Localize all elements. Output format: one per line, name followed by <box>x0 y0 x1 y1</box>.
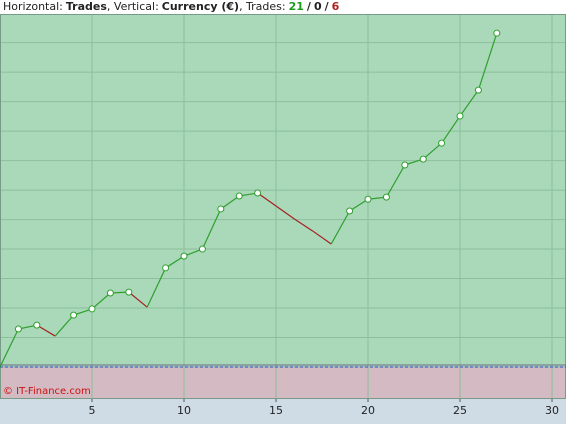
point <box>346 207 354 215</box>
point <box>125 288 133 296</box>
point <box>382 193 390 201</box>
line-segment <box>275 205 295 220</box>
line-segment <box>330 210 351 245</box>
point <box>438 139 446 147</box>
line-segment <box>422 142 443 160</box>
point <box>106 289 114 297</box>
x-tick-label: 25 <box>453 404 467 417</box>
lost-count: 6 <box>331 0 340 13</box>
line-segment <box>91 292 111 310</box>
line-segment <box>165 255 185 269</box>
x-tick-label: 15 <box>269 404 283 417</box>
won-count: 21 <box>288 0 304 13</box>
point <box>235 192 243 200</box>
line-segment <box>441 115 461 144</box>
caption: , Trades: <box>239 0 286 13</box>
even-count: 0 <box>313 0 322 13</box>
point <box>254 189 262 197</box>
point <box>419 155 427 163</box>
line-segment <box>128 291 148 308</box>
line-segment <box>459 89 479 117</box>
y-label: Currency (€) <box>161 0 240 13</box>
line-segment <box>201 208 222 250</box>
point <box>217 205 225 213</box>
point <box>162 264 170 272</box>
x-label: Trades <box>65 0 107 13</box>
point <box>70 311 78 319</box>
point <box>493 29 501 37</box>
point <box>33 321 41 329</box>
line-segment <box>349 198 369 212</box>
point <box>456 112 464 120</box>
point <box>180 252 188 260</box>
separator: / <box>324 0 329 13</box>
point <box>14 325 22 333</box>
line-segment <box>220 195 240 210</box>
x-tick-label: 10 <box>177 404 191 417</box>
line-segment <box>36 324 56 337</box>
line-segment <box>54 314 75 337</box>
header: Horizontal: Trades, Vertical: Currency (€)… <box>3 0 342 14</box>
separator: / <box>306 0 311 13</box>
loss-area <box>0 367 566 398</box>
x-tick-label: 5 <box>89 404 96 417</box>
x-tick-label: 30 <box>545 404 559 417</box>
point <box>88 305 96 313</box>
line-segment <box>312 230 332 245</box>
line-segment <box>385 164 406 198</box>
line-segment <box>0 328 19 368</box>
caption: , Vertical: <box>106 0 159 13</box>
point <box>364 195 372 203</box>
x-tick-label: 20 <box>361 404 375 417</box>
line-segment <box>257 192 277 207</box>
header-band <box>0 0 566 14</box>
line-segment <box>294 218 314 232</box>
caption: Horizontal: <box>3 0 63 13</box>
point <box>474 86 482 94</box>
watermark: © IT-Finance.com <box>3 386 91 397</box>
line-segment <box>477 32 498 91</box>
line-segment <box>146 267 167 308</box>
point <box>198 245 206 253</box>
point <box>401 161 409 169</box>
